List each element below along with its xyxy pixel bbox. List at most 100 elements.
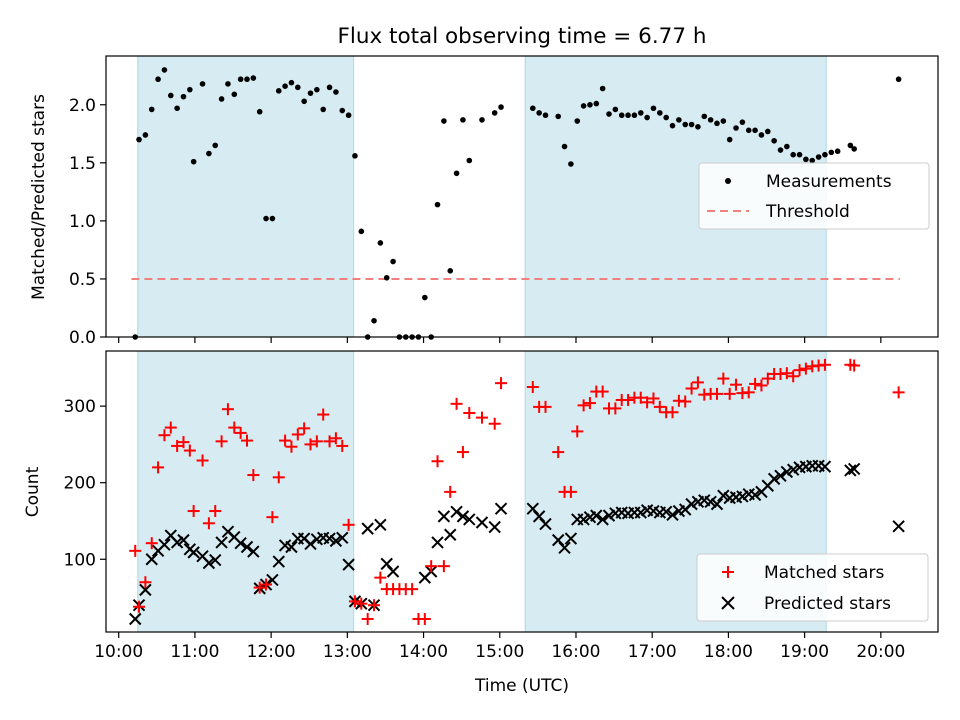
matched-star-point-32 (329, 432, 342, 445)
matched-star-point-105 (892, 386, 905, 399)
measurement-point-55 (491, 110, 498, 116)
bottom-axes-frame (105, 350, 939, 633)
matched-star-point-56 (495, 377, 508, 390)
predicted-star-point-2 (139, 583, 152, 597)
predicted-star-point-14 (215, 536, 228, 549)
measurement-point-65 (587, 101, 593, 108)
matched-star-point-48 (431, 455, 444, 468)
top-observing-window-1 (137, 55, 355, 338)
measurement-point-80 (682, 121, 689, 128)
measurement-point-2 (142, 132, 149, 138)
bottom-y-tick-label-1: 200 (64, 474, 96, 494)
measurement-point-30 (320, 106, 327, 113)
measurement-point-98 (796, 151, 803, 158)
matched-star-point-13 (209, 505, 222, 518)
matched-star-point-50 (444, 485, 457, 498)
predicted-star-point-28 (304, 537, 317, 551)
measurement-point-50 (447, 268, 454, 274)
matched-star-point-12 (202, 517, 215, 530)
matched-star-point-87 (723, 387, 736, 400)
predicted-star-point-8 (177, 533, 190, 547)
measurement-point-29 (314, 86, 320, 93)
x-tick-label-2: 12:00 (247, 642, 296, 662)
measurement-point-31 (326, 84, 333, 91)
predicted-star-point-81 (710, 497, 724, 511)
measurement-point-12 (206, 150, 212, 157)
top-axes-frame (105, 55, 939, 338)
measurement-point-95 (777, 147, 784, 153)
measurement-point-92 (758, 132, 765, 138)
chart-title: Flux total observing time = 6.77 h (338, 24, 707, 49)
measurement-point-97 (790, 151, 796, 158)
measurement-point-11 (199, 81, 206, 87)
predicted-star-point-13 (209, 553, 222, 567)
measurement-point-73 (637, 110, 644, 116)
matched-star-point-93 (761, 372, 774, 385)
predicted-star-point-41 (386, 565, 400, 578)
legend-predicted-label: Predicted stars (764, 594, 891, 614)
top-legend-box (698, 162, 930, 230)
x-tick-label-4: 14:00 (399, 642, 448, 662)
measurement-point-70 (618, 112, 625, 119)
measurement-point-96 (784, 143, 790, 150)
measurement-point-26 (295, 84, 301, 91)
top-y-axis-label: Matched/Predicted stars (29, 94, 49, 300)
predicted-star-point-50 (475, 516, 489, 529)
measurement-point-77 (663, 114, 669, 121)
measurement-point-83 (701, 113, 708, 120)
matched-star-point-53 (463, 407, 476, 420)
matched-star-point-0 (129, 544, 142, 557)
measurement-point-87 (726, 136, 733, 143)
measurement-point-90 (745, 127, 752, 134)
measurement-point-32 (333, 89, 339, 95)
matched-star-point-26 (291, 428, 304, 441)
predicted-star-point-90 (767, 472, 781, 486)
measurement-point-103 (828, 149, 835, 156)
legend-matched-label: Matched stars (764, 563, 884, 583)
matched-star-point-86 (717, 372, 730, 385)
matched-star-point-49 (437, 560, 450, 573)
predicted-star-point-87 (748, 488, 762, 502)
predicted-star-point-45 (437, 510, 451, 523)
bottom-y-tick-label-0: 100 (64, 550, 96, 570)
measurement-point-52 (460, 117, 466, 123)
measurement-point-35 (352, 153, 358, 159)
matched-star-point-33 (336, 439, 349, 452)
matched-star-point-35 (348, 595, 361, 608)
measurement-point-76 (657, 110, 663, 116)
predicted-star-point-0 (129, 612, 142, 626)
top-legend: Measurements Threshold (698, 162, 930, 230)
matched-star-point-52 (456, 446, 469, 459)
predicted-star-point-44 (431, 536, 444, 549)
matched-star-point-18 (240, 434, 253, 447)
measurement-point-99 (803, 156, 809, 163)
measurement-point-82 (695, 124, 701, 130)
bottom-x-ticks: 10:00 11:00 12:00 13:00 14:00 15:00 16:00 17:00… (94, 632, 905, 662)
matched-star-point-99 (799, 362, 812, 375)
top-panel: 0.00.51.01.52.0 Matched/Predicted stars … (29, 55, 939, 348)
measurement-point-104 (834, 148, 841, 155)
predicted-star-point-55 (539, 517, 552, 531)
matched-star-point-31 (323, 435, 336, 448)
legend-threshold-label: Threshold (765, 202, 850, 222)
x-tick-label-3: 13:00 (323, 642, 372, 662)
predicted-star-point-57 (558, 541, 571, 554)
measurement-point-66 (593, 100, 600, 107)
bottom-observing-window-1 (137, 350, 355, 633)
matched-star-point-29 (310, 435, 323, 448)
measurement-point-63 (574, 118, 581, 124)
matched-star-point-15 (221, 403, 234, 416)
measurement-point-84 (707, 117, 714, 123)
measurement-point-14 (218, 96, 225, 102)
matched-star-point-65 (583, 397, 596, 410)
predicted-star-point-99 (844, 464, 857, 477)
x-tick-label-8: 18:00 (704, 642, 753, 662)
matched-star-point-96 (780, 367, 793, 380)
measurement-point-86 (720, 118, 727, 124)
matched-star-point-11 (196, 454, 209, 467)
predicted-star-point-98 (818, 460, 832, 473)
matched-star-point-20 (253, 581, 266, 594)
measurement-point-5 (161, 67, 168, 73)
matched-star-point-37 (361, 612, 374, 625)
measurement-point-41 (390, 258, 396, 265)
